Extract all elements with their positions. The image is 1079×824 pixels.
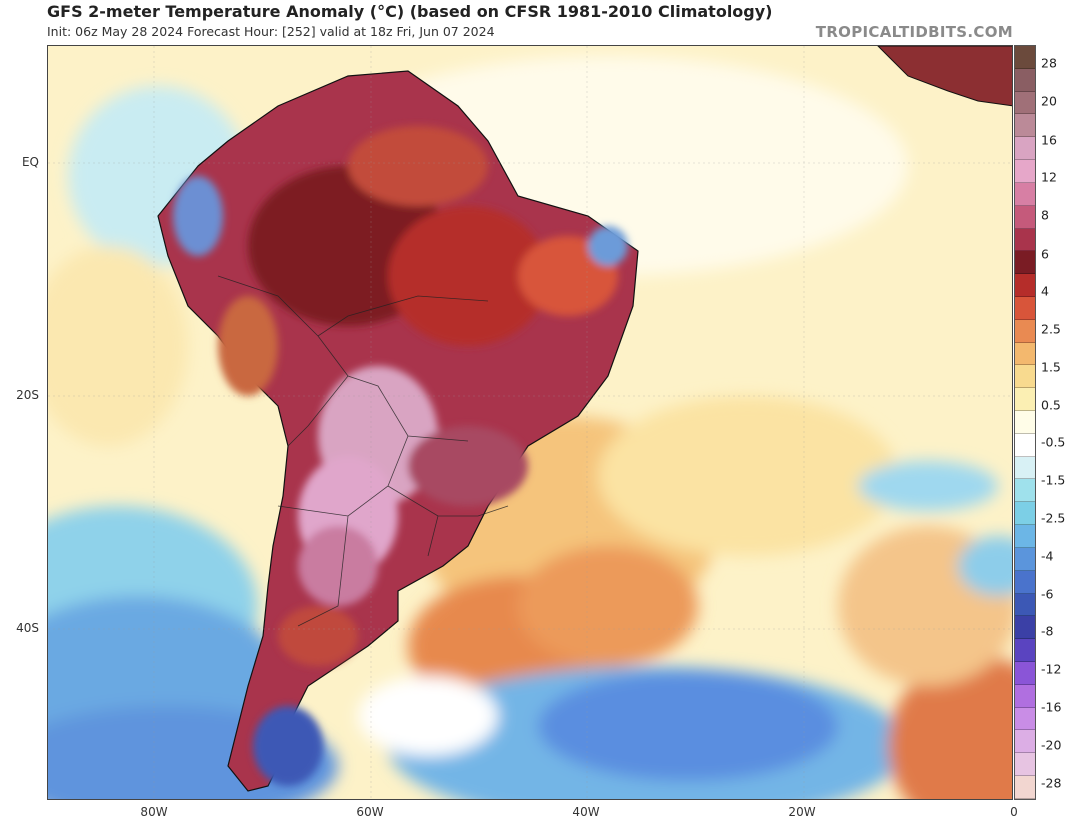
colorbar-cell [1015, 114, 1035, 138]
colorbar-label: -8 [1041, 623, 1054, 639]
colorbar-label: -16 [1041, 699, 1062, 715]
colorbar-label: -2.5 [1041, 510, 1066, 526]
map-subtitle: Init: 06z May 28 2024 Forecast Hour: [25… [47, 24, 495, 39]
africa-coast [877, 46, 1012, 107]
colorbar-cell [1015, 639, 1035, 662]
colorbar-label: 2.5 [1041, 321, 1061, 337]
colorbar-label: 12 [1041, 169, 1057, 185]
lon-label-20w: 20W [788, 805, 816, 819]
colorbar-cell [1015, 479, 1035, 503]
colorbar-cell [1015, 365, 1035, 389]
colorbar-cell [1015, 46, 1035, 69]
colorbar-cell [1015, 137, 1035, 161]
colorbar-cell [1015, 319, 1035, 343]
colorbar-cell [1015, 388, 1035, 411]
colorbar-cell [1015, 68, 1035, 92]
colorbar-label: -6 [1041, 586, 1054, 602]
colorbar-cell [1015, 91, 1035, 115]
source-watermark: TROPICALTIDBITS.COM [815, 23, 1013, 41]
colorbar-cell [1015, 182, 1035, 206]
colorbar-cell [1015, 411, 1035, 434]
colorbar-label: 0.5 [1041, 397, 1061, 413]
colorbar-label: -1.5 [1041, 472, 1066, 488]
colorbar-label: 8 [1041, 207, 1049, 223]
colorbar-label: 1.5 [1041, 359, 1061, 375]
map-canvas [48, 46, 1012, 799]
colorbar-cell [1015, 502, 1035, 526]
colorbar-cell [1015, 296, 1035, 320]
colorbar-cell [1015, 616, 1035, 640]
colorbar-label: 4 [1041, 283, 1049, 299]
lat-label-40s: 40S [16, 621, 39, 635]
map-title: GFS 2-meter Temperature Anomaly (°C) (ba… [47, 2, 773, 21]
south-america [157, 70, 639, 792]
colorbar-cell [1015, 707, 1035, 731]
colorbar-label: -4 [1041, 548, 1054, 564]
colorbar-label: 6 [1041, 246, 1049, 262]
colorbar-cell [1015, 205, 1035, 229]
colorbar-label: -20 [1041, 737, 1062, 753]
colorbar-cell [1015, 661, 1035, 685]
colorbar-cell [1015, 776, 1035, 799]
colorbar-cell [1015, 593, 1035, 617]
colorbar-cell [1015, 228, 1035, 252]
colorbar-cell [1015, 456, 1035, 480]
lon-label-0: 0 [1010, 805, 1018, 819]
colorbar-cell [1015, 570, 1035, 594]
lon-label-60w: 60W [356, 805, 384, 819]
colorbar-cell [1015, 160, 1035, 183]
colorbar-cell [1015, 251, 1035, 275]
lat-label-20s: 20S [16, 388, 39, 402]
lat-label-eq: EQ [21, 155, 39, 169]
colorbar-cell [1015, 730, 1035, 754]
colorbar-cell [1015, 525, 1035, 548]
colorbar-cell [1015, 274, 1035, 297]
colorbar-label: -28 [1041, 775, 1062, 791]
colorbar-label: 28 [1041, 55, 1057, 71]
graticule [48, 46, 1012, 799]
lon-label-80w: 80W [140, 805, 168, 819]
colorbar-label: 20 [1041, 93, 1057, 109]
colorbar-cell [1015, 753, 1035, 776]
anomaly-map [47, 45, 1013, 800]
lon-label-40w: 40W [572, 805, 600, 819]
colorbar-label: -12 [1041, 661, 1062, 677]
colorbar-cell [1015, 684, 1035, 708]
colorbar-cell [1015, 433, 1035, 457]
colorbar-label: 16 [1041, 132, 1057, 148]
colorbar-cell [1015, 342, 1035, 366]
colorbar-cell [1015, 547, 1035, 571]
colorbar [1014, 45, 1036, 800]
colorbar-label: -0.5 [1041, 434, 1066, 450]
